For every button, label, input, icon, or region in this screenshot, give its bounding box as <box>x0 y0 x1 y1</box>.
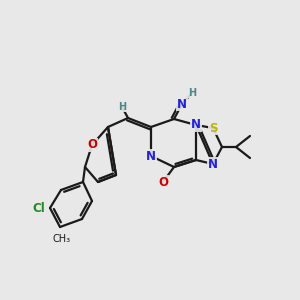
Text: N: N <box>208 158 218 170</box>
Text: Cl: Cl <box>33 202 45 214</box>
Text: H: H <box>188 88 196 98</box>
Text: CH₃: CH₃ <box>53 234 71 244</box>
Text: N: N <box>191 118 201 131</box>
Text: N: N <box>177 98 187 110</box>
Text: O: O <box>158 176 168 188</box>
Text: N: N <box>146 149 156 163</box>
Text: O: O <box>87 139 97 152</box>
Text: S: S <box>209 122 217 134</box>
Text: H: H <box>118 102 126 112</box>
